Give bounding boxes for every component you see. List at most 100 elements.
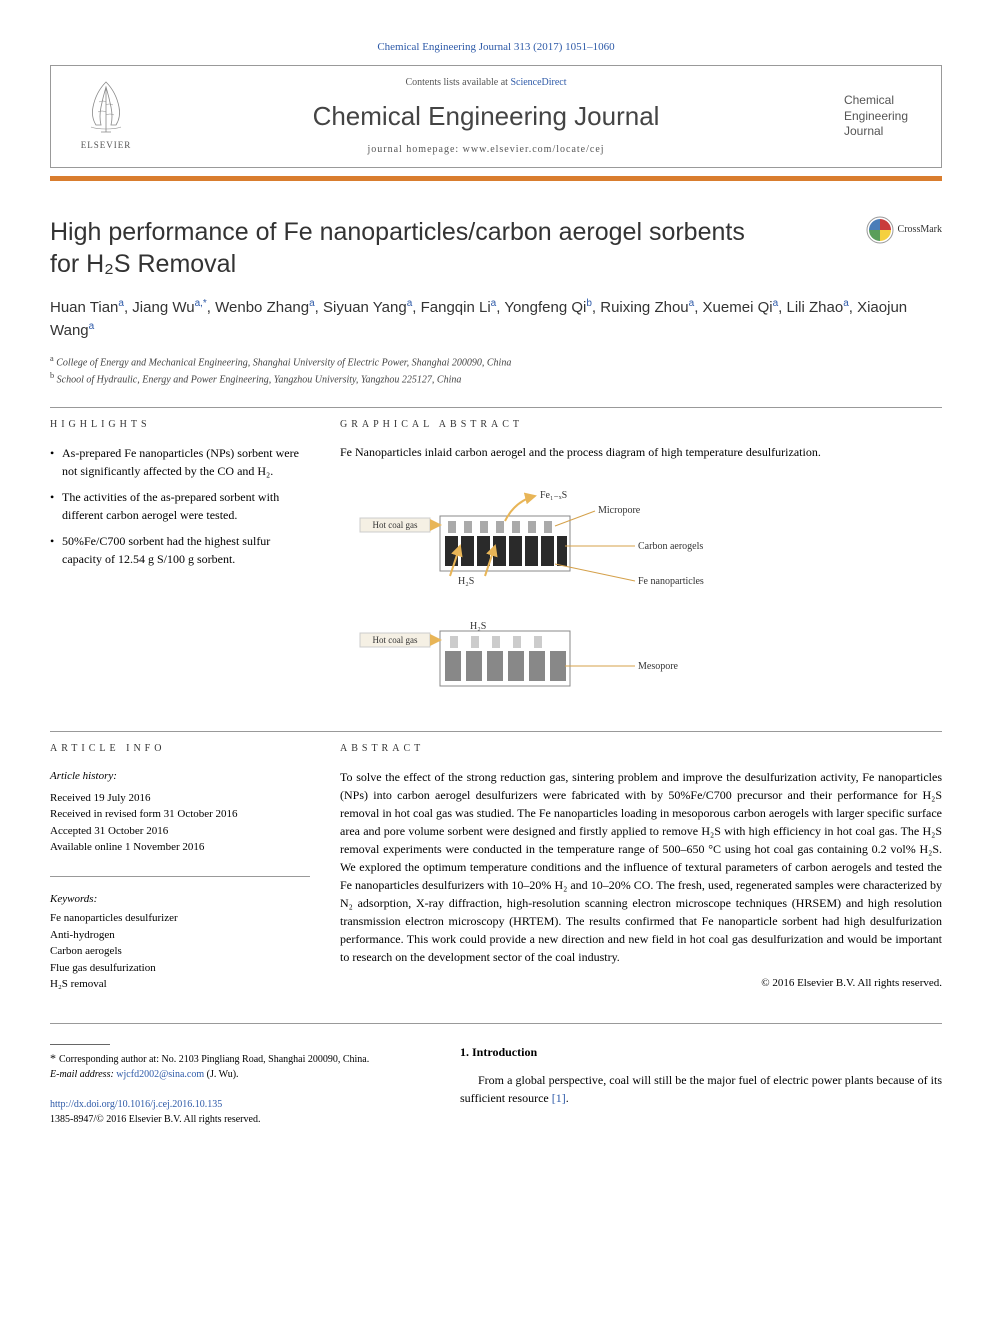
crossmark-label: CrossMark	[898, 223, 942, 237]
svg-text:Micropore: Micropore	[598, 505, 641, 516]
author: Yongfeng Qib	[504, 299, 592, 316]
keywords-label: Keywords:	[50, 892, 310, 907]
author-sup: b	[586, 298, 592, 309]
author: Siyuan Yanga	[323, 299, 412, 316]
journal-title: Chemical Engineering Journal	[181, 98, 791, 134]
homepage-line: journal homepage: www.elsevier.com/locat…	[181, 143, 791, 157]
corresponding-author: * Corresponding author at: No. 2103 Ping…	[50, 1044, 430, 1127]
keyword: Carbon aerogels	[50, 943, 310, 960]
author: Xuemei Qia	[703, 299, 779, 316]
authors-list: Huan Tiana, Jiang Wua,*, Wenbo Zhanga, S…	[50, 296, 942, 343]
issn-line: 1385-8947/© 2016 Elsevier B.V. All right…	[50, 1114, 260, 1125]
divider	[50, 876, 310, 877]
history-line: Available online 1 November 2016	[50, 839, 310, 856]
svg-text:Fe₁₋ₓS: Fe₁₋ₓS	[540, 490, 567, 501]
asterisk-icon: *	[50, 1051, 59, 1065]
desulfurization-diagram: Hot coal gas H₂S Fe₁₋ₓS Micropore Carbon…	[340, 486, 740, 706]
corresponding-email[interactable]: wjcfd2002@sina.com	[116, 1069, 204, 1080]
contents-prefix: Contents lists available at	[405, 77, 510, 88]
corresponding-line: Corresponding author at: No. 2103 Pingli…	[59, 1054, 369, 1065]
introduction-section: 1. Introduction From a global perspectiv…	[460, 1044, 942, 1127]
keyword: H₂S removal	[50, 976, 310, 993]
publisher-logo-cell: ELSEVIER	[51, 66, 161, 166]
elsevier-tree-icon	[81, 77, 131, 137]
author-sup: a	[773, 298, 779, 309]
footnote-rule	[50, 1044, 110, 1045]
author: Jiang Wua,*	[132, 299, 207, 316]
title-line-2: for H₂S Removal	[50, 250, 236, 278]
svg-text:Fe nanoparticles: Fe nanoparticles	[638, 576, 704, 587]
author-sup: a	[118, 298, 124, 309]
svg-text:Carbon aerogels: Carbon aerogels	[638, 541, 703, 552]
article-info-col: ARTICLE INFO Article history: Received 1…	[50, 742, 310, 992]
journal-cover-text: Chemical Engineering Journal	[844, 93, 908, 140]
cover-line-2: Engineering	[844, 109, 908, 125]
contents-line: Contents lists available at ScienceDirec…	[181, 76, 791, 90]
ref-link-1[interactable]: [1]	[552, 1091, 566, 1105]
author-sup: a	[689, 298, 695, 309]
intro-paragraph: From a global perspective, coal will sti…	[460, 1071, 942, 1107]
intro-text-suffix: .	[566, 1091, 569, 1105]
author-sup: a,*	[195, 298, 207, 309]
graphical-abstract-label: GRAPHICAL ABSTRACT	[340, 418, 942, 432]
highlights-col: HIGHLIGHTS As-prepared Fe nanoparticles …	[50, 418, 310, 721]
author-sup: a	[843, 298, 849, 309]
article-info-label: ARTICLE INFO	[50, 742, 310, 756]
homepage-url[interactable]: www.elsevier.com/locate/cej	[463, 144, 605, 155]
doi-block: http://dx.doi.org/10.1016/j.cej.2016.10.…	[50, 1097, 430, 1127]
header-center: Contents lists available at ScienceDirec…	[161, 66, 811, 166]
author: Wenbo Zhanga	[215, 299, 315, 316]
abstract-col: ABSTRACT To solve the effect of the stro…	[340, 742, 942, 992]
elsevier-logo: ELSEVIER	[71, 77, 141, 157]
homepage-prefix: journal homepage:	[367, 144, 462, 155]
svg-text:Hot coal gas: Hot coal gas	[373, 635, 418, 645]
highlight-item: 50%Fe/C700 sorbent had the highest sulfu…	[50, 532, 310, 568]
abstract-text: To solve the effect of the strong reduct…	[340, 768, 942, 966]
email-suffix: (J. Wu).	[207, 1069, 239, 1080]
graphical-caption: Fe Nanoparticles inlaid carbon aerogel a…	[340, 444, 942, 461]
graphical-diagram: Hot coal gas H₂S Fe₁₋ₓS Micropore Carbon…	[340, 476, 740, 721]
highlights-list: As-prepared Fe nanoparticles (NPs) sorbe…	[50, 444, 310, 568]
divider	[50, 731, 942, 732]
author-sup: a	[89, 321, 95, 332]
affiliation: a College of Energy and Mechanical Engin…	[50, 353, 942, 370]
sciencedirect-link[interactable]: ScienceDirect	[510, 77, 566, 88]
history-label: Article history:	[50, 768, 310, 785]
affiliations: a College of Energy and Mechanical Engin…	[50, 353, 942, 388]
bottom-row: * Corresponding author at: No. 2103 Ping…	[50, 1044, 942, 1127]
svg-text:Hot coal gas: Hot coal gas	[373, 520, 418, 530]
info-abstract-row: ARTICLE INFO Article history: Received 1…	[50, 742, 942, 992]
highlights-label: HIGHLIGHTS	[50, 418, 310, 432]
doi-link[interactable]: http://dx.doi.org/10.1016/j.cej.2016.10.…	[50, 1099, 222, 1110]
highlight-item: As-prepared Fe nanoparticles (NPs) sorbe…	[50, 444, 310, 480]
article-history: Article history: Received 19 July 2016Re…	[50, 768, 310, 856]
svg-text:H₂S: H₂S	[470, 621, 486, 632]
author: Huan Tiana	[50, 299, 124, 316]
svg-text:H₂S: H₂S	[458, 576, 474, 587]
graphical-abstract-col: GRAPHICAL ABSTRACT Fe Nanoparticles inla…	[340, 418, 942, 721]
history-line: Accepted 31 October 2016	[50, 823, 310, 840]
crossmark-badge[interactable]: CrossMark	[866, 216, 942, 244]
journal-header: ELSEVIER Contents lists available at Sci…	[50, 65, 942, 167]
abstract-label: ABSTRACT	[340, 742, 942, 756]
author: Lili Zhaoa	[786, 299, 848, 316]
abstract-copyright: © 2016 Elsevier B.V. All rights reserved…	[340, 976, 942, 991]
history-line: Received 19 July 2016	[50, 790, 310, 807]
intro-heading: 1. Introduction	[460, 1044, 942, 1061]
affiliation: b School of Hydraulic, Energy and Power …	[50, 370, 942, 387]
title-line-1: High performance of Fe nanoparticles/car…	[50, 218, 745, 246]
keyword: Fe nanoparticles desulfurizer	[50, 910, 310, 927]
svg-text:Mesopore: Mesopore	[638, 661, 679, 672]
author-sup: a	[309, 298, 315, 309]
author: Fangqin Lia	[421, 299, 497, 316]
divider	[50, 407, 942, 408]
journal-cover-cell: Chemical Engineering Journal	[811, 66, 941, 166]
keyword: Anti-hydrogen	[50, 927, 310, 944]
history-line: Received in revised form 31 October 2016	[50, 806, 310, 823]
highlights-graphical-row: HIGHLIGHTS As-prepared Fe nanoparticles …	[50, 418, 942, 721]
highlight-item: The activities of the as-prepared sorben…	[50, 488, 310, 524]
keyword: Flue gas desulfurization	[50, 960, 310, 977]
cover-line-3: Journal	[844, 124, 908, 140]
author-sup: a	[491, 298, 497, 309]
email-label: E-mail address:	[50, 1069, 114, 1080]
